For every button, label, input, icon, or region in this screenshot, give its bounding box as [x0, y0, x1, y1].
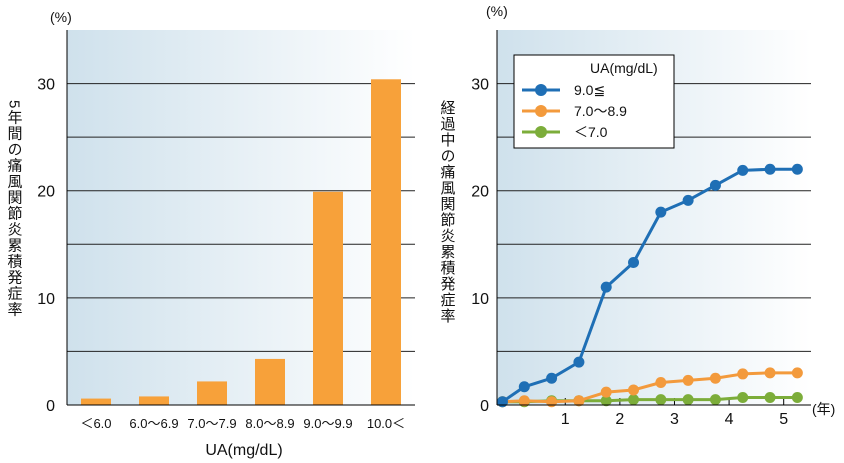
bar-y-label: 5年間の痛風関節炎累積発症率 [6, 100, 23, 317]
series-1-point [600, 386, 612, 398]
line-y-tick-label: 30 [471, 77, 489, 94]
series-0-point [764, 163, 776, 175]
bar-x-tick-label: 8.0～8.9 [245, 416, 294, 431]
bar-x-tick-label: 6.0～6.9 [129, 416, 178, 431]
series-0-point [546, 372, 558, 384]
bar-y-tick-label: 20 [37, 184, 55, 201]
line-x-tick-label: 5 [779, 411, 788, 428]
series-2-point [737, 392, 749, 403]
legend-label-0: 9.0≦ [574, 82, 605, 98]
series-0-point [737, 164, 749, 176]
bar-plot-background [67, 30, 415, 405]
bar-y-label-text: 5年間の痛風関節炎累積発症率 [6, 100, 23, 317]
bar-4 [313, 191, 343, 405]
legend-label-1: 7.0～8.9 [574, 103, 627, 119]
line-y-label: 経過中の痛風関節炎累積発症率 [439, 100, 456, 324]
bar-5 [371, 79, 401, 406]
series-2-point [764, 392, 776, 403]
line-x-tick-label: 4 [725, 411, 734, 428]
bar-y-tick-label: 10 [37, 291, 55, 308]
line-x-tick-label: 3 [670, 411, 679, 428]
legend-title: UA(mg/dL) [590, 60, 658, 76]
line-x-unit: (年) [812, 401, 835, 417]
line-x-tick-label: 1 [561, 411, 570, 428]
legend-swatch-marker-2 [535, 126, 547, 138]
series-1-point [682, 374, 694, 386]
line-y-tick-label: 10 [471, 291, 489, 308]
bar-x-tick-label: 10.0＜ [367, 416, 405, 431]
bar-0 [81, 398, 111, 405]
series-2-point [791, 392, 803, 403]
series-1-point [737, 368, 749, 380]
line-y-tick-label: 20 [471, 184, 489, 201]
bar-3 [255, 358, 285, 405]
series-1-point [655, 377, 667, 388]
legend: UA(mg/dL) 9.0≦ 7.0～8.9 ＜7.0 [513, 54, 675, 149]
line-chart: 0 10 20 30 1 2 3 4 5 (%) (年) 経過中の痛風関節炎累積発症率 UA(… [439, 3, 836, 428]
series-1-point [628, 384, 640, 396]
bar-x-label: UA(mg/dL) [205, 442, 282, 459]
legend-swatch-marker-1 [535, 105, 547, 117]
bar-1 [139, 396, 169, 405]
series-1-point [518, 395, 530, 407]
series-0-point [709, 179, 721, 191]
bar-y-tick-label: 0 [46, 398, 55, 415]
series-1-point [791, 367, 803, 379]
series-2-point [600, 395, 612, 407]
bar-x-tick-label: ＜6.0 [80, 416, 111, 431]
bar-chart: 0 10 20 30 ＜6.0 6.0～6.9 7.0～7.9 8.0～8.9 9.0～9.9… [6, 9, 415, 459]
series-2-point [655, 394, 667, 406]
series-2-point [709, 394, 721, 406]
line-y-tick-label: 0 [480, 398, 489, 415]
series-0-point [628, 257, 640, 268]
series-1-point [573, 395, 585, 407]
series-0-point [600, 281, 612, 293]
bar-x-tick-label: 7.0～7.9 [187, 416, 236, 431]
series-1-point [709, 372, 721, 384]
series-0-point [682, 194, 694, 206]
series-0-point [573, 356, 585, 368]
series-2-point [682, 394, 694, 406]
bar-x-tick-label: 9.0～9.9 [303, 416, 352, 431]
series-0-point [496, 396, 508, 408]
legend-label-2: ＜7.0 [574, 124, 608, 140]
bar-2 [197, 381, 227, 405]
series-0-point [518, 381, 530, 393]
legend-swatch-marker-0 [535, 84, 547, 96]
line-y-label-text: 経過中の痛風関節炎累積発症率 [439, 100, 456, 324]
series-2-point [628, 394, 640, 406]
series-0-point [791, 163, 803, 175]
bar-y-tick-label: 30 [37, 77, 55, 94]
series-1-point [764, 367, 776, 379]
bar-y-unit: (%) [50, 9, 72, 25]
series-1-point [546, 396, 558, 408]
series-0-point [655, 206, 667, 218]
line-y-unit: (%) [486, 3, 508, 19]
line-x-tick-label: 2 [615, 411, 624, 428]
